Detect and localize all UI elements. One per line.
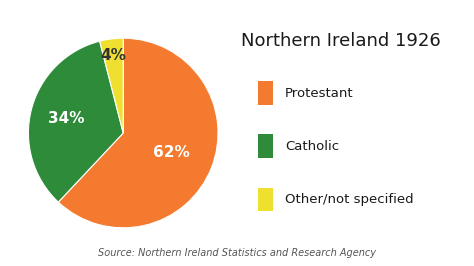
Text: Other/not specified: Other/not specified	[285, 193, 413, 206]
Text: Northern Ireland 1926: Northern Ireland 1926	[241, 32, 441, 50]
Text: 34%: 34%	[48, 111, 84, 126]
Text: 4%: 4%	[100, 48, 127, 63]
Text: Source: Northern Ireland Statistics and Research Agency: Source: Northern Ireland Statistics and …	[98, 248, 376, 258]
Text: 62%: 62%	[154, 145, 190, 160]
Wedge shape	[28, 41, 123, 202]
Text: Catholic: Catholic	[285, 140, 339, 153]
Wedge shape	[100, 38, 123, 133]
Text: Protestant: Protestant	[285, 87, 354, 99]
Wedge shape	[58, 38, 218, 228]
